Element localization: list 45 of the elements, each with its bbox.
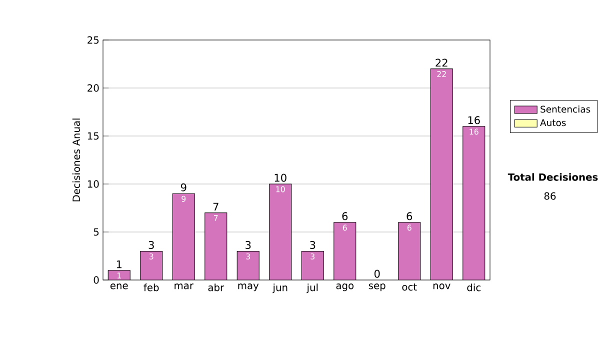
x-tick-label: ene [110, 284, 128, 290]
x-tick-label: nov [433, 284, 450, 290]
total-label: 7 [213, 202, 218, 211]
total-label: 3 [310, 240, 316, 249]
text: 86 [544, 192, 556, 200]
x-tick-label: ago [336, 284, 354, 292]
legend-label: Autos [540, 119, 566, 126]
total-label: 10 [274, 174, 286, 182]
y-tick-label: 0 [94, 276, 99, 284]
total-label: 9 [180, 183, 186, 192]
bar [302, 251, 324, 280]
bar [269, 184, 292, 280]
x-tick-label: may [238, 284, 259, 292]
legend-label: Sentencias [540, 106, 590, 113]
total-label: 16 [468, 116, 480, 124]
bar [430, 68, 453, 280]
x-tick-label: mar [174, 284, 194, 290]
bar [398, 222, 421, 280]
total-label: 22 [436, 58, 448, 67]
x-tick-label: jul [306, 284, 318, 294]
x-tick-label: sep [368, 284, 386, 292]
total-label: 3 [246, 240, 251, 249]
bar [204, 212, 227, 280]
total-label: 6 [342, 212, 348, 220]
total-label: 0 [374, 270, 380, 278]
x-tick-label: dic [467, 284, 480, 292]
total-label: 6 [406, 212, 412, 220]
y-tick-label: 15 [88, 132, 99, 140]
y-tick-label: 25 [88, 36, 99, 44]
bar [334, 222, 356, 280]
y-tick-label: 5 [94, 228, 99, 236]
x-tick-label: abr [208, 284, 224, 292]
bar [140, 251, 162, 280]
text: Total Decisiones [508, 173, 598, 181]
x-tick-label: oct [402, 284, 417, 291]
bar [462, 126, 486, 280]
x-tick-label: jun [272, 284, 288, 294]
total-label: 1 [116, 260, 122, 268]
y-tick-label: 20 [88, 84, 99, 92]
total-label: 3 [148, 240, 154, 249]
bar [172, 194, 195, 280]
y-tick-label: 10 [88, 180, 99, 188]
y-axis-title: Decisiones Anual [72, 118, 80, 202]
bar [237, 251, 260, 280]
x-tick-label: feb [144, 284, 159, 292]
